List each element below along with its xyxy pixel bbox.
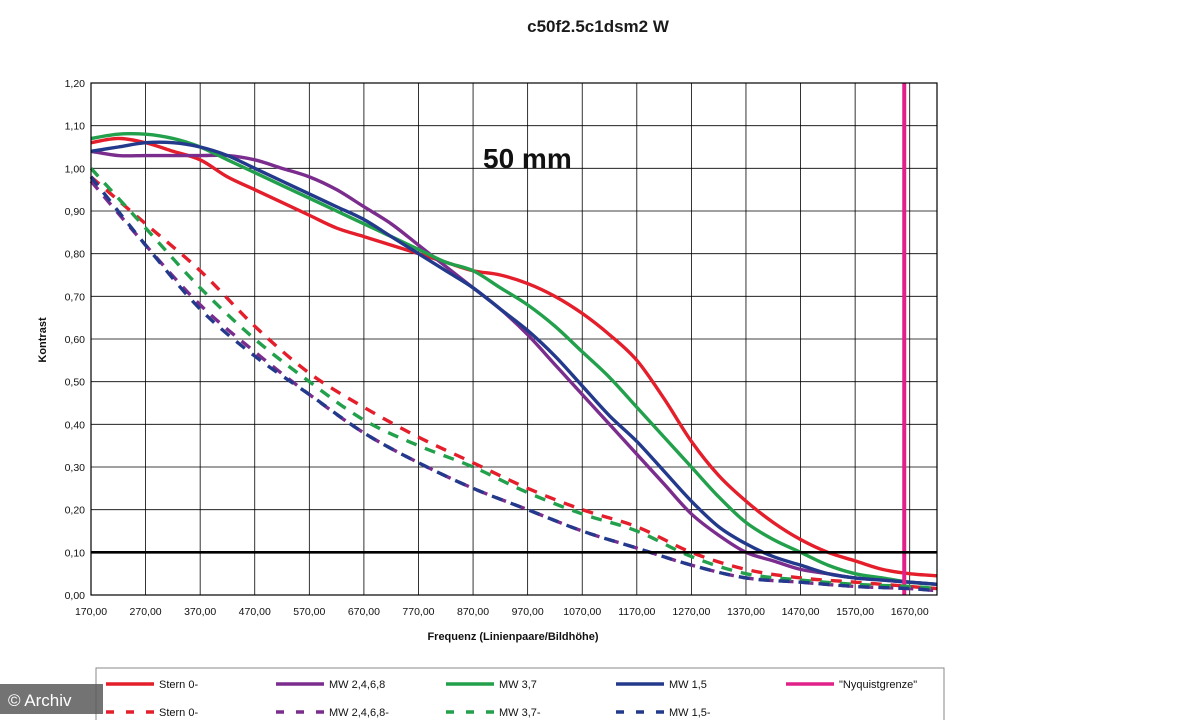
x-tick-label: 1470,00 — [782, 606, 820, 618]
legend-label: MW 1,5- — [669, 707, 711, 719]
y-tick-label: 0,10 — [65, 547, 86, 559]
y-tick-label: 0,40 — [65, 419, 86, 431]
y-tick-label: 1,00 — [65, 163, 86, 175]
x-axis-label: Frequenz (Linienpaare/Bildhöhe) — [427, 631, 598, 643]
y-tick-label: 0,30 — [65, 462, 86, 474]
legend-label: MW 1,5 — [669, 679, 707, 691]
legend-label: Stern 0- — [159, 679, 198, 691]
y-tick-label: 1,10 — [65, 121, 86, 133]
x-tick-label: 1270,00 — [672, 606, 710, 618]
y-tick-label: 0,90 — [65, 206, 86, 218]
x-tick-label: 370,00 — [184, 606, 216, 618]
y-axis-label: Kontrast — [37, 317, 49, 363]
legend: Stern 0- MW 2,4,6,8 MW 3,7 MW 1,5 "Nyquistgr… — [95, 667, 945, 720]
x-tick-label: 970,00 — [512, 606, 544, 618]
legend-box — [95, 667, 945, 720]
series-line-5 — [89, 175, 938, 591]
plot-border — [90, 82, 938, 596]
x-tick-label: 170,00 — [75, 606, 107, 618]
y-tick-label: 0,50 — [65, 377, 86, 389]
y-tick-label: 0,60 — [65, 334, 86, 346]
x-tick-label: 270,00 — [130, 606, 162, 618]
y-tick-label: 0,20 — [65, 505, 86, 517]
x-tick-label: 870,00 — [457, 606, 489, 618]
y-tick-label: 0,80 — [65, 249, 86, 261]
x-tick-label: 470,00 — [239, 606, 271, 618]
x-tick-label: 670,00 — [348, 606, 380, 618]
x-tick-label: 1170,00 — [618, 606, 655, 618]
series-line-0 — [90, 136, 938, 578]
credit: © Archiv — [0, 684, 103, 714]
x-tick-label: 570,00 — [293, 606, 325, 618]
y-tick-label: 0,00 — [65, 590, 86, 602]
chart-title: c50f2.5c1dsm2 W — [527, 17, 670, 36]
x-tick-label: 770,00 — [402, 606, 434, 618]
legend-label: MW 2,4,6,8 — [329, 679, 385, 691]
x-tick-label: 1570,00 — [836, 606, 874, 618]
series-line-8 — [89, 175, 938, 593]
y-tick-labels: 0,00 0,10 0,20 0,30 0,40 0,50 0,60 0,70 0,80 0,90… — [65, 78, 86, 602]
legend-label: MW 3,7 — [499, 679, 537, 691]
legend-label: MW 2,4,6,8- — [329, 707, 389, 719]
focal-length-annotation: 50 mm — [483, 143, 572, 174]
legend-label: MW 3,7- — [499, 707, 541, 719]
x-tick-label: 1070,00 — [563, 606, 601, 618]
series-line-3 — [90, 140, 938, 587]
grid — [90, 82, 937, 596]
credit-text: © Archiv — [8, 691, 72, 710]
x-tick-labels: 170,00 270,00 370,00 470,00 570,00 670,00 770,… — [75, 606, 929, 618]
series-line-7 — [89, 167, 938, 591]
series-line-6 — [89, 180, 938, 593]
y-tick-label: 0,70 — [65, 291, 86, 303]
x-tick-label: 1670,00 — [891, 606, 929, 618]
legend-label: "Nyquistgrenze" — [839, 679, 917, 691]
x-tick-label: 1370,00 — [727, 606, 765, 618]
legend-label: Stern 0- — [159, 707, 198, 719]
y-tick-label: 1,20 — [65, 78, 86, 90]
